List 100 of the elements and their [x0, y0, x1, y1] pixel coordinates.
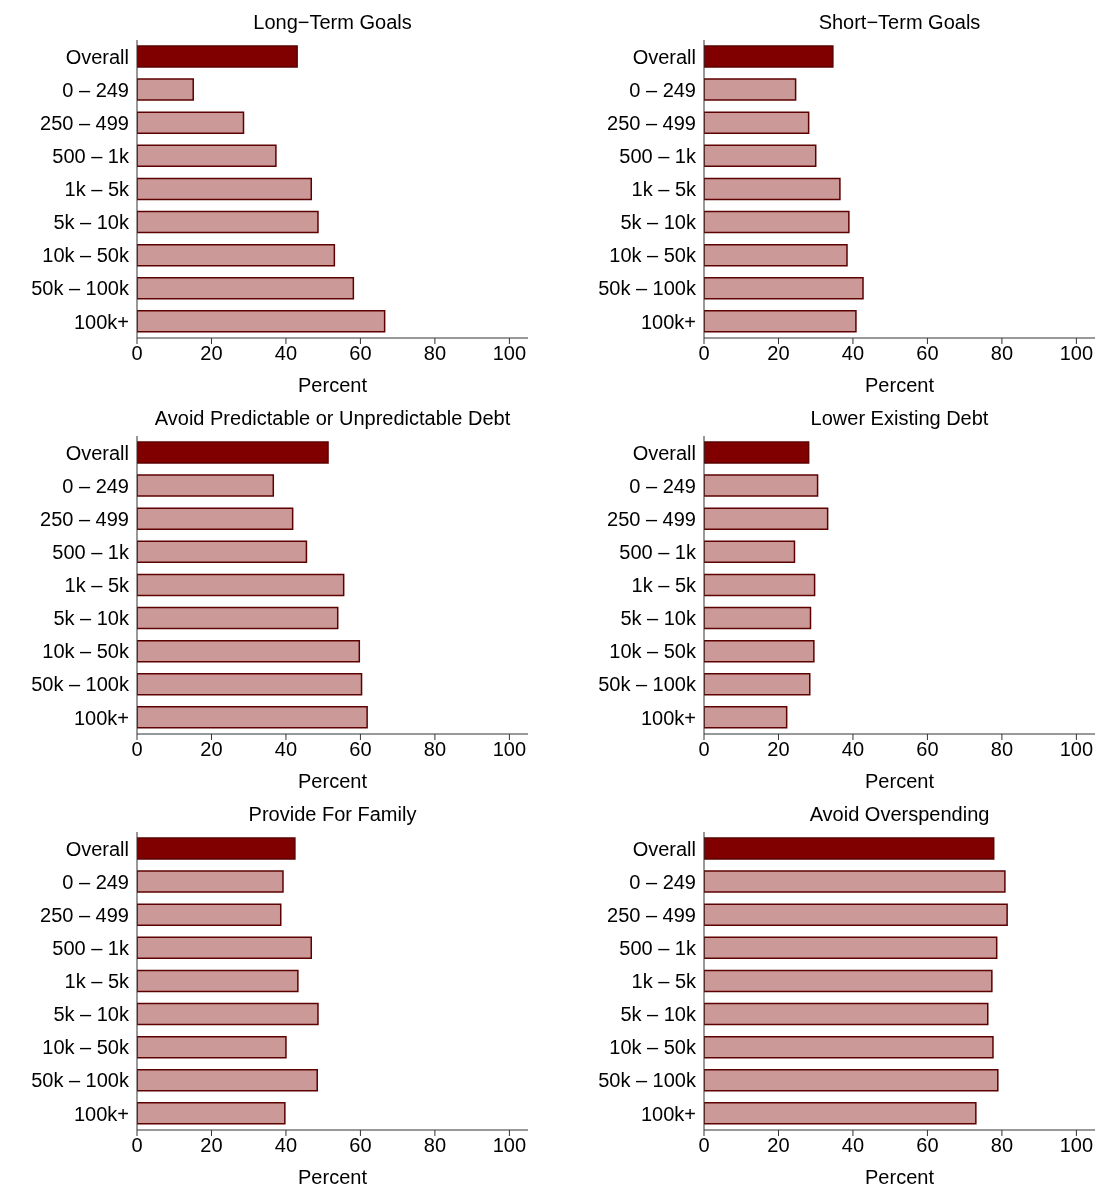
y-tick-label: 1k – 5k: [631, 970, 697, 993]
y-tick-label: 250 – 499: [607, 507, 696, 530]
bar: [137, 177, 313, 201]
bar: [137, 639, 361, 663]
y-tick-label: 1k – 5k: [64, 970, 130, 993]
bar: [137, 507, 294, 530]
x-tick-label: 100: [1059, 342, 1094, 365]
x-tick-label: 40: [274, 738, 298, 761]
y-tick-label: 100k+: [73, 706, 129, 729]
x-axis-title: Percent: [298, 1166, 368, 1188]
bar: [704, 111, 810, 134]
y-tick-label: 0 – 249: [62, 78, 129, 101]
bar: [137, 573, 345, 597]
x-tick-label: 0: [698, 342, 710, 365]
bar: [704, 441, 810, 464]
y-tick-label: 50k – 100k: [598, 277, 697, 300]
bar: [137, 837, 296, 860]
x-tick-label: 100: [492, 1134, 527, 1157]
y-tick-label: 50k – 100k: [31, 673, 130, 696]
bar: [704, 1068, 999, 1092]
x-tick-label: 80: [990, 1134, 1014, 1157]
x-tick-label: 100: [492, 342, 527, 365]
y-tick-label: 250 – 499: [607, 111, 696, 134]
x-tick-label: 0: [698, 738, 710, 761]
x-axis-title: Percent: [298, 770, 368, 792]
x-tick-label: 0: [131, 738, 143, 761]
bar: [137, 210, 319, 234]
bar: [137, 1102, 286, 1125]
bar: [137, 474, 275, 497]
x-tick-label: 20: [767, 738, 790, 761]
bar: [137, 540, 308, 564]
x-tick-label: 0: [698, 1134, 710, 1157]
x-tick-label: 60: [349, 738, 372, 761]
bar: [704, 837, 995, 860]
x-tick-label: 80: [423, 1134, 447, 1157]
x-tick-label: 60: [916, 342, 939, 365]
y-tick-label: Overall: [65, 837, 129, 860]
bar: [704, 672, 811, 696]
bar: [704, 276, 864, 300]
bar: [704, 639, 815, 663]
y-tick-label: 100k+: [73, 1102, 129, 1125]
bar: [137, 45, 298, 68]
y-tick-label: 500 – 1k: [52, 144, 130, 167]
x-tick-label: 40: [274, 342, 298, 365]
bar: [137, 1002, 319, 1026]
bar: [137, 144, 277, 168]
y-tick-label: Overall: [632, 837, 696, 860]
bar: [704, 243, 848, 267]
y-tick-label: 10k – 50k: [609, 640, 697, 663]
y-tick-label: 50k – 100k: [598, 1069, 697, 1092]
bar: [137, 78, 194, 101]
y-tick-label: 10k – 50k: [609, 1036, 697, 1059]
x-axis-title: Percent: [865, 374, 935, 396]
y-tick-label: Overall: [65, 45, 129, 68]
y-tick-label: 100k+: [640, 706, 696, 729]
y-tick-label: 50k – 100k: [598, 673, 697, 696]
x-tick-label: 20: [767, 1134, 790, 1157]
x-tick-label: 0: [131, 1134, 143, 1157]
y-tick-label: 0 – 249: [62, 870, 129, 893]
bar: [704, 507, 829, 530]
y-tick-label: 250 – 499: [40, 507, 129, 530]
bar: [704, 903, 1008, 926]
y-tick-label: 100k+: [640, 310, 696, 333]
x-tick-label: 40: [841, 342, 865, 365]
bar: [137, 243, 336, 267]
x-tick-label: 80: [423, 342, 447, 365]
y-tick-label: 0 – 249: [629, 474, 696, 497]
y-tick-label: 250 – 499: [40, 903, 129, 926]
chart-title: Avoid Overspending: [808, 802, 991, 827]
y-tick-label: 0 – 249: [629, 78, 696, 101]
x-tick-label: 100: [1059, 738, 1094, 761]
x-tick-label: 0: [131, 342, 143, 365]
x-tick-label: 20: [200, 1134, 223, 1157]
y-tick-label: 100k+: [73, 310, 129, 333]
y-tick-label: 0 – 249: [62, 474, 129, 497]
bar: [704, 210, 850, 234]
y-tick-label: Overall: [65, 441, 129, 464]
bar: [704, 78, 797, 101]
bar: [137, 606, 339, 630]
bar: [137, 111, 245, 134]
bar: [137, 310, 386, 333]
bar: [704, 1035, 994, 1059]
bar: [137, 706, 368, 729]
x-axis-title: Percent: [298, 374, 368, 396]
bar: [704, 936, 998, 960]
y-tick-label: 500 – 1k: [52, 936, 130, 959]
bar: [704, 573, 816, 597]
y-tick-label: 5k – 10k: [620, 1003, 697, 1026]
x-tick-label: 80: [990, 342, 1014, 365]
y-tick-label: 50k – 100k: [31, 1069, 130, 1092]
bar: [137, 1035, 287, 1059]
bar: [137, 903, 282, 926]
y-tick-label: 10k – 50k: [42, 244, 130, 267]
x-tick-label: 100: [1059, 1134, 1094, 1157]
chart-title: Avoid Predictable or Unpredictable Debt: [153, 406, 512, 431]
bar: [137, 870, 284, 893]
bar: [704, 474, 819, 497]
bar: [704, 1102, 977, 1125]
bar: [137, 276, 355, 300]
bar: [704, 310, 857, 333]
